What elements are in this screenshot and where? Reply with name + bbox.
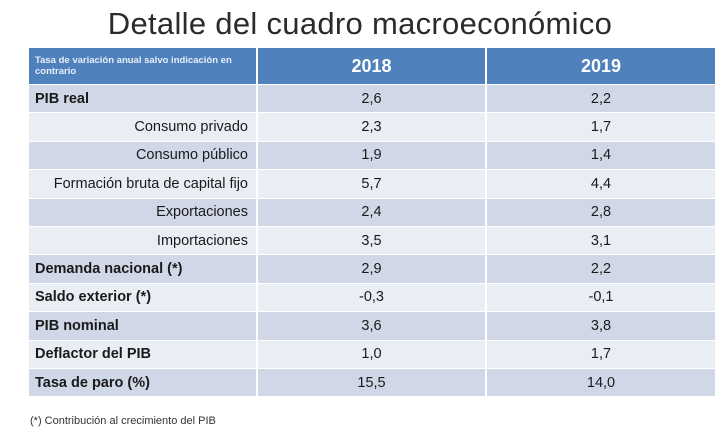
value-2019: 2,2 xyxy=(486,83,715,113)
table-row: Demanda nacional (*) 2,9 2,2 xyxy=(29,254,715,284)
footnote: (*) Contribución al crecimiento del PIB xyxy=(30,415,216,427)
value-2019: 3,8 xyxy=(486,311,715,341)
row-label: Deflactor del PIB xyxy=(29,339,258,369)
value-2019: 3,1 xyxy=(486,225,715,255)
value-2018: 3,5 xyxy=(257,225,487,255)
row-label: Consumo público xyxy=(29,140,258,170)
value-2018: 15,5 xyxy=(257,367,487,397)
value-2019: 1,7 xyxy=(486,112,715,142)
value-2018: -0,3 xyxy=(257,282,487,312)
table-row: Importaciones 3,5 3,1 xyxy=(29,225,715,255)
value-2019: 2,8 xyxy=(486,197,715,227)
row-label: PIB nominal xyxy=(29,311,258,341)
value-2019: 2,2 xyxy=(486,254,715,284)
header-note: Tasa de variación anual salvo indicación… xyxy=(29,48,258,85)
table-row: Saldo exterior (*) -0,3 -0,1 xyxy=(29,282,715,312)
row-label: Consumo privado xyxy=(29,112,258,142)
row-label: PIB real xyxy=(29,83,258,113)
value-2018: 5,7 xyxy=(257,169,487,199)
value-2018: 2,9 xyxy=(257,254,487,284)
macro-table: Tasa de variación anual salvo indicación… xyxy=(29,48,715,397)
value-2019: -0,1 xyxy=(486,282,715,312)
header-year-2019: 2019 xyxy=(486,48,715,85)
value-2019: 1,7 xyxy=(486,339,715,369)
table-body: PIB real 2,6 2,2 Consumo privado 2,3 1,7 Consu… xyxy=(29,83,715,397)
value-2019: 1,4 xyxy=(486,140,715,170)
table-header-row: Tasa de variación anual salvo indicación… xyxy=(29,48,715,85)
row-label: Exportaciones xyxy=(29,197,258,227)
value-2018: 2,3 xyxy=(257,112,487,142)
table-row: Exportaciones 2,4 2,8 xyxy=(29,197,715,227)
table-row: Formación bruta de capital fijo 5,7 4,4 xyxy=(29,169,715,199)
value-2019: 14,0 xyxy=(486,367,715,397)
row-label: Importaciones xyxy=(29,225,258,255)
table-row: PIB real 2,6 2,2 xyxy=(29,83,715,113)
table-row: Consumo privado 2,3 1,7 xyxy=(29,112,715,142)
value-2018: 2,4 xyxy=(257,197,487,227)
value-2018: 1,0 xyxy=(257,339,487,369)
value-2018: 3,6 xyxy=(257,311,487,341)
value-2018: 1,9 xyxy=(257,140,487,170)
value-2019: 4,4 xyxy=(486,169,715,199)
table-row: PIB nominal 3,6 3,8 xyxy=(29,311,715,341)
table-row: Consumo público 1,9 1,4 xyxy=(29,140,715,170)
value-2018: 2,6 xyxy=(257,83,487,113)
table-row: Tasa de paro (%) 15,5 14,0 xyxy=(29,367,715,397)
table-row: Deflactor del PIB 1,0 1,7 xyxy=(29,339,715,369)
row-label: Tasa de paro (%) xyxy=(29,367,258,397)
header-year-2018: 2018 xyxy=(257,48,487,85)
row-label: Formación bruta de capital fijo xyxy=(29,169,258,199)
page-title: Detalle del cuadro macroeconómico xyxy=(107,6,613,41)
row-label: Demanda nacional (*) xyxy=(29,254,258,284)
row-label: Saldo exterior (*) xyxy=(29,282,258,312)
